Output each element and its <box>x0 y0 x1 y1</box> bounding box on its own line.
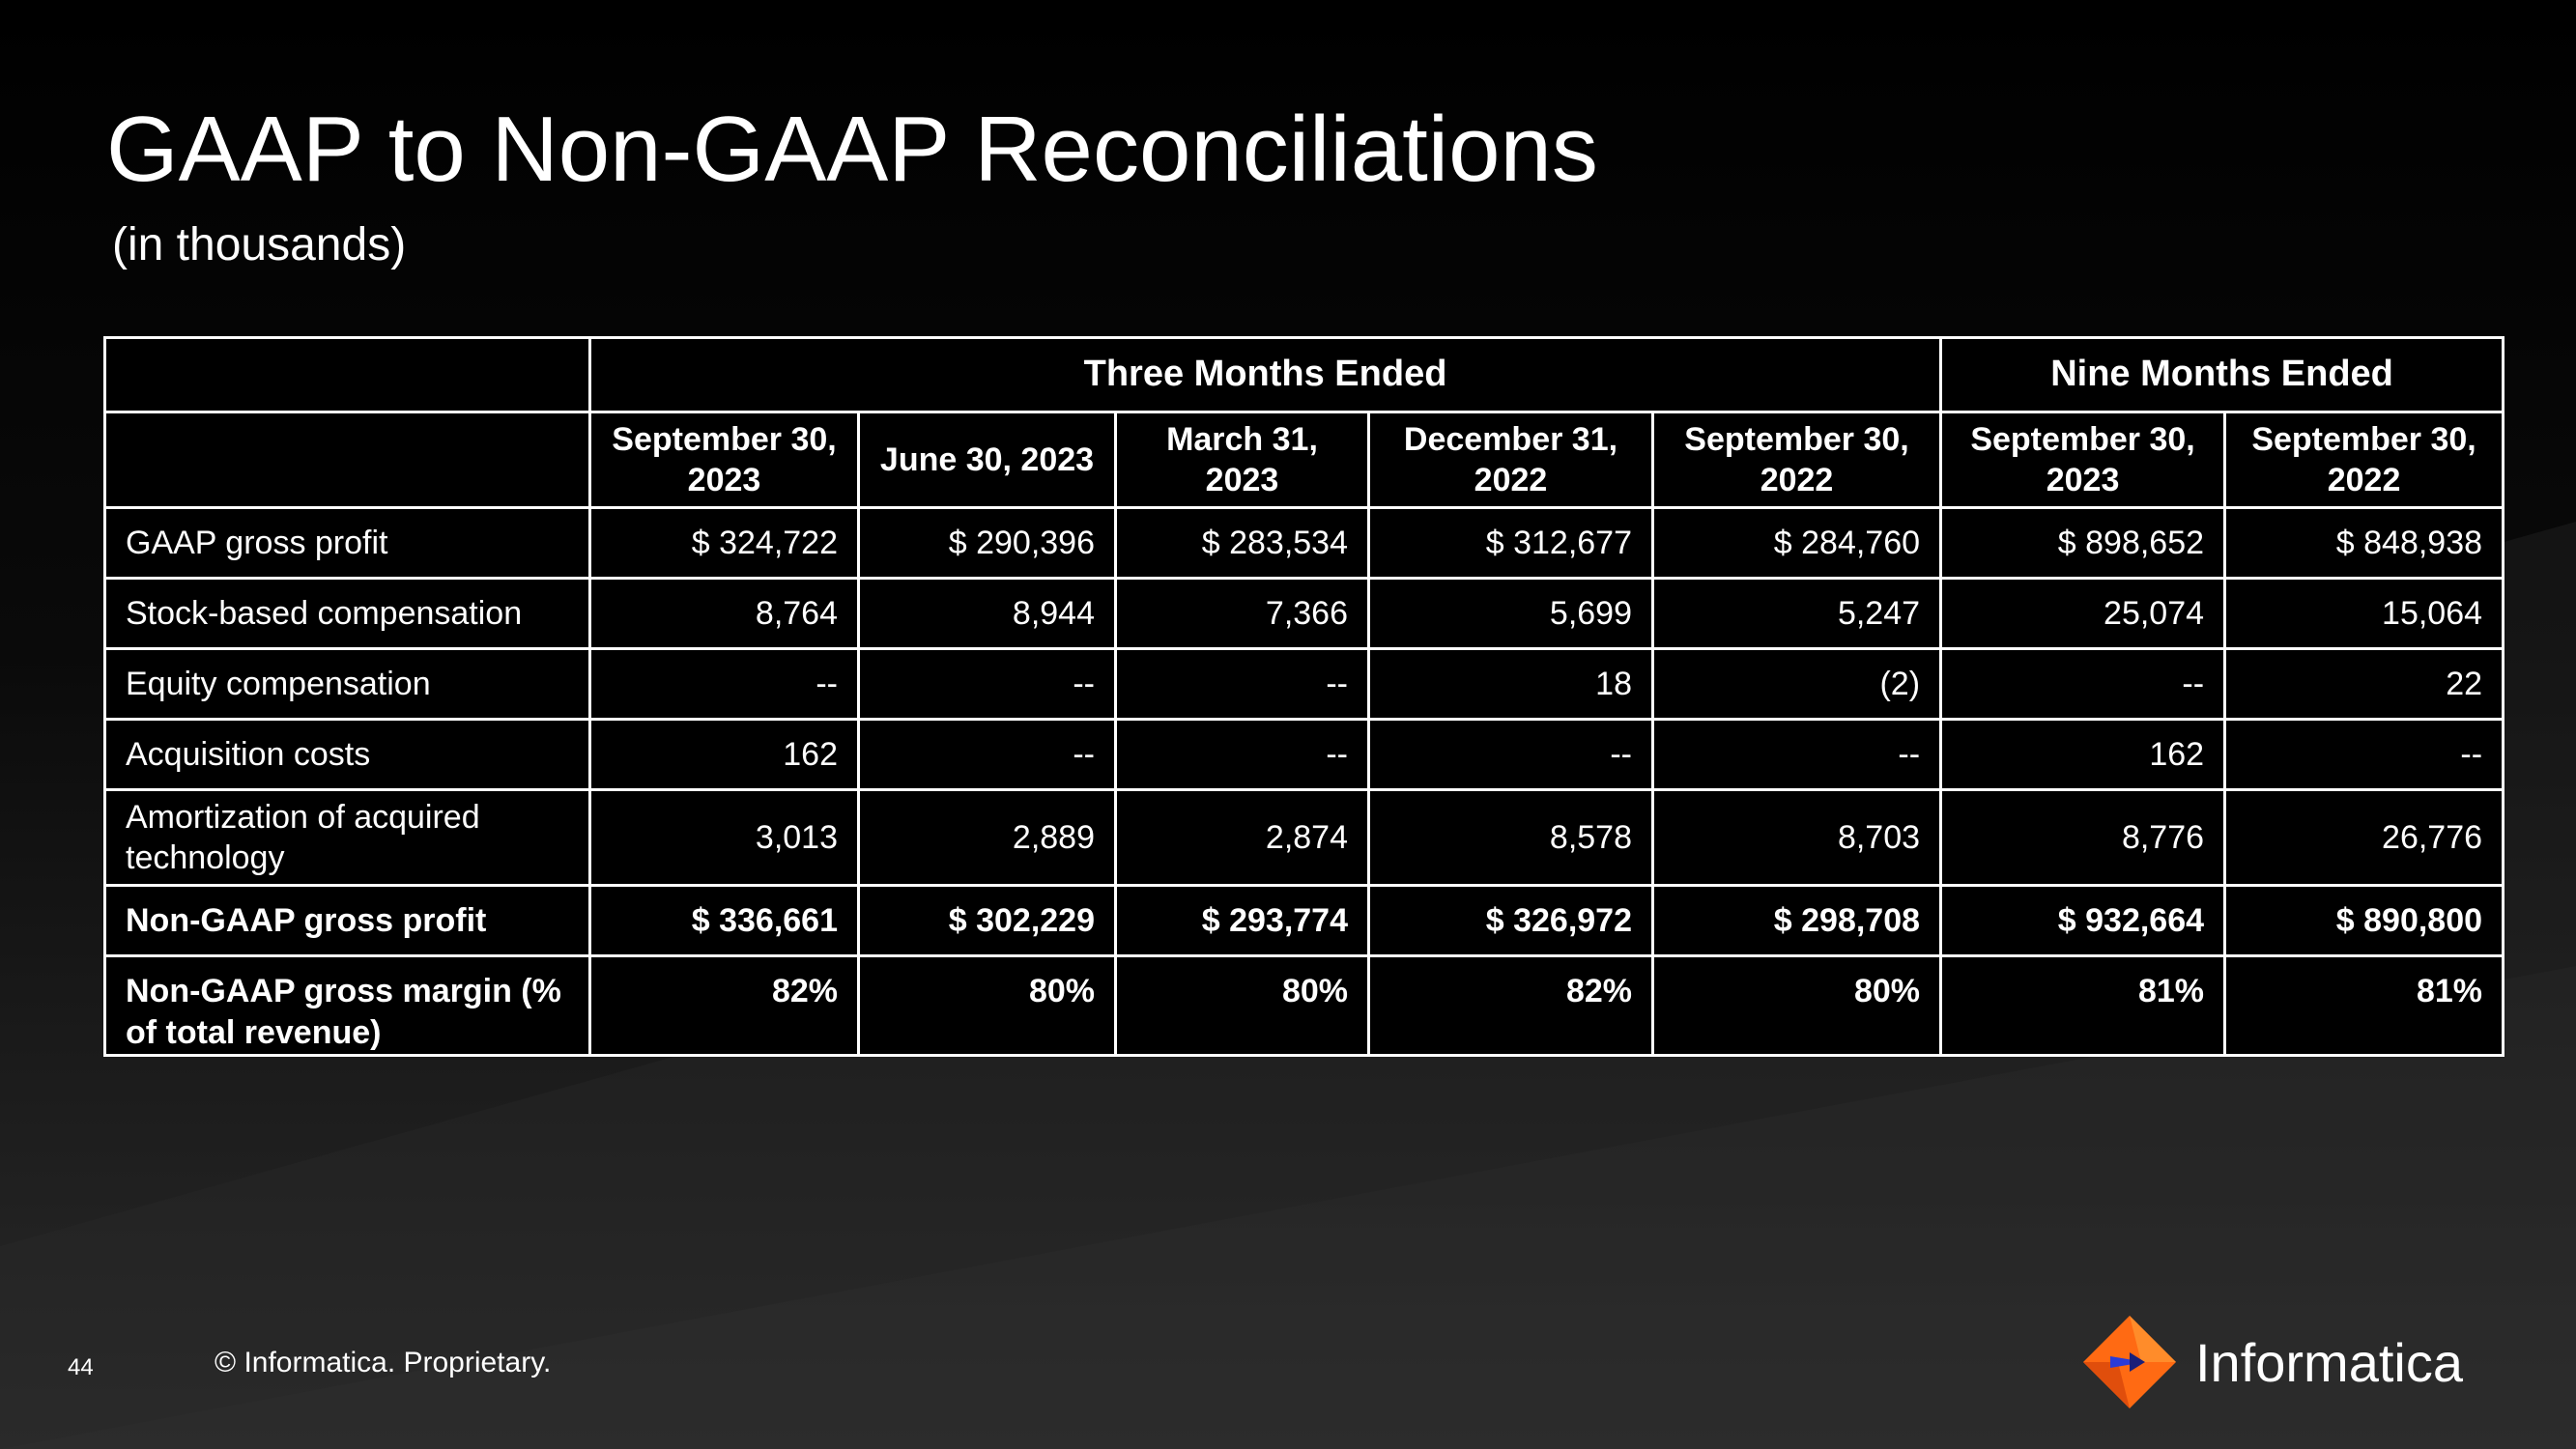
date-header: September 30, 2022 <box>1650 411 1943 509</box>
table-cell: (2) <box>1650 647 1943 721</box>
table-cell: 82% <box>1367 954 1654 1057</box>
table-cell: $ 336,661 <box>588 884 860 957</box>
table-cell: -- <box>588 647 860 721</box>
table-cell: 8,776 <box>1939 788 2227 887</box>
group-header-nine-months: Nine Months Ended <box>1939 336 2505 413</box>
date-header: September 30, 2023 <box>588 411 860 509</box>
page-number: 44 <box>68 1354 94 1380</box>
table-row-non-gaap-gross-margin: Non-GAAP gross margin (% of total revenu… <box>103 954 2505 1057</box>
row-label: Non-GAAP gross profit <box>103 884 591 957</box>
date-header: September 30, 2023 <box>1939 411 2227 509</box>
row-label: Acquisition costs <box>103 718 591 791</box>
table-cell: $ 293,774 <box>1114 884 1370 957</box>
corner-cell <box>103 336 591 413</box>
table-cell: -- <box>857 718 1117 791</box>
table-cell: 18 <box>1367 647 1654 721</box>
table-cell: 80% <box>1114 954 1370 1057</box>
table-row-acquisition-costs: Acquisition costs 162 -- -- -- -- 162 -- <box>103 718 2505 791</box>
logo-wordmark: Informatica <box>2195 1331 2463 1393</box>
table-cell: -- <box>857 647 1117 721</box>
table-cell: -- <box>1114 647 1370 721</box>
table-cell: -- <box>1114 718 1370 791</box>
group-header-row: Three Months Ended Nine Months Ended <box>103 336 2505 413</box>
table-cell: $ 898,652 <box>1939 506 2227 580</box>
slide-subtitle: (in thousands) <box>112 219 407 270</box>
table-row-stock-based-compensation: Stock-based compensation 8,764 8,944 7,3… <box>103 577 2505 650</box>
date-header: September 30, 2022 <box>2223 411 2505 509</box>
slide-title: GAAP to Non-GAAP Reconciliations <box>106 98 1598 201</box>
table-cell: 5,247 <box>1650 577 1943 650</box>
table-cell: $ 284,760 <box>1650 506 1943 580</box>
table-cell: $ 290,396 <box>857 506 1117 580</box>
table-cell: 26,776 <box>2223 788 2505 887</box>
informatica-logo: Informatica <box>2081 1314 2463 1410</box>
table-row-gaap-gross-profit: GAAP gross profit $ 324,722 $ 290,396 $ … <box>103 506 2505 580</box>
row-label: Amortization of acquired technology <box>103 788 591 887</box>
table-cell: 8,578 <box>1367 788 1654 887</box>
date-header-row: September 30, 2023 June 30, 2023 March 3… <box>103 411 2505 509</box>
row-label: Equity compensation <box>103 647 591 721</box>
date-header: December 31, 2022 <box>1367 411 1654 509</box>
reconciliation-table: Three Months Ended Nine Months Ended Sep… <box>103 336 2505 1057</box>
table-cell: 162 <box>588 718 860 791</box>
table-cell: 2,889 <box>857 788 1117 887</box>
row-label: Stock-based compensation <box>103 577 591 650</box>
table-row-non-gaap-gross-profit: Non-GAAP gross profit $ 336,661 $ 302,22… <box>103 884 2505 957</box>
table-cell: $ 283,534 <box>1114 506 1370 580</box>
date-header: June 30, 2023 <box>857 411 1117 509</box>
table-cell: 15,064 <box>2223 577 2505 650</box>
table-cell: $ 298,708 <box>1650 884 1943 957</box>
table-cell: 162 <box>1939 718 2227 791</box>
table-row-amortization: Amortization of acquired technology 3,01… <box>103 788 2505 887</box>
row-label: GAAP gross profit <box>103 506 591 580</box>
table-cell: -- <box>2223 718 2505 791</box>
copyright-notice: © Informatica. Proprietary. <box>215 1347 552 1378</box>
group-header-three-months: Three Months Ended <box>587 336 1943 413</box>
table-cell: 81% <box>2223 954 2505 1057</box>
table-cell: 80% <box>857 954 1117 1057</box>
table-cell: $ 890,800 <box>2223 884 2505 957</box>
informatica-logo-icon <box>2083 1316 2176 1408</box>
table-cell: -- <box>1939 647 2227 721</box>
table-cell: -- <box>1650 718 1943 791</box>
table-cell: 2,874 <box>1114 788 1370 887</box>
table-cell: 8,764 <box>588 577 860 650</box>
date-header: March 31, 2023 <box>1114 411 1370 509</box>
table-cell: $ 312,677 <box>1367 506 1654 580</box>
table-cell: $ 326,972 <box>1367 884 1654 957</box>
row-label: Non-GAAP gross margin (% of total revenu… <box>103 954 591 1057</box>
table-cell: $ 932,664 <box>1939 884 2227 957</box>
table-cell: $ 324,722 <box>588 506 860 580</box>
table-cell: 5,699 <box>1367 577 1654 650</box>
table-cell: 3,013 <box>588 788 860 887</box>
table-cell: 8,703 <box>1650 788 1943 887</box>
table-cell: -- <box>1367 718 1654 791</box>
table-cell: 81% <box>1939 954 2227 1057</box>
table-cell: 82% <box>588 954 860 1057</box>
table-cell: 25,074 <box>1939 577 2227 650</box>
date-corner-cell <box>103 411 591 509</box>
table-cell: 8,944 <box>857 577 1117 650</box>
table-row-equity-compensation: Equity compensation -- -- -- 18 (2) -- 2… <box>103 647 2505 721</box>
table-cell: $ 302,229 <box>857 884 1117 957</box>
table-cell: $ 848,938 <box>2223 506 2505 580</box>
table-cell: 80% <box>1650 954 1943 1057</box>
table-cell: 22 <box>2223 647 2505 721</box>
table-cell: 7,366 <box>1114 577 1370 650</box>
